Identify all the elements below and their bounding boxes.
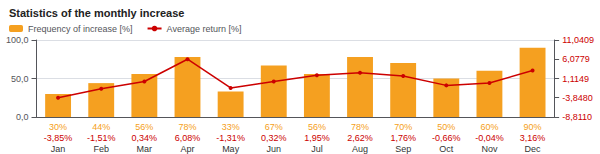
svg-text:56%: 56% [135,122,153,132]
svg-text:Jul: Jul [311,144,323,154]
svg-text:-0,66%: -0,66% [432,133,461,143]
svg-text:Sep: Sep [395,144,411,154]
svg-text:67%: 67% [265,122,283,132]
svg-text:30%: 30% [49,122,67,132]
svg-text:6,0779: 6,0779 [562,54,590,64]
svg-text:Statistics of the monthly incr: Statistics of the monthly increase [9,7,184,19]
svg-text:33%: 33% [222,122,240,132]
svg-text:1,95%: 1,95% [304,133,330,143]
svg-text:-1,31%: -1,31% [216,133,245,143]
svg-text:Oct: Oct [439,144,454,154]
svg-text:0,0: 0,0 [16,112,29,122]
svg-text:Dec: Dec [525,144,542,154]
svg-text:-3,8480: -3,8480 [562,93,593,103]
svg-text:60%: 60% [480,122,498,132]
svg-text:Frequency of increase [%]: Frequency of increase [%] [28,24,133,34]
svg-text:-8,8110: -8,8110 [562,112,592,122]
svg-text:Jun: Jun [267,144,282,154]
svg-text:-3,85%: -3,85% [44,133,73,143]
svg-text:6,08%: 6,08% [175,133,201,143]
svg-text:0,32%: 0,32% [261,133,287,143]
svg-text:3,16%: 3,16% [520,133,546,143]
svg-text:0,34%: 0,34% [132,133,158,143]
svg-text:78%: 78% [178,122,196,132]
svg-text:90%: 90% [524,122,542,132]
svg-text:-1,51%: -1,51% [87,133,116,143]
svg-text:Average return [%]: Average return [%] [167,24,242,34]
svg-text:70%: 70% [394,122,412,132]
svg-text:Nov: Nov [481,144,498,154]
svg-text:50%: 50% [437,122,455,132]
svg-text:100,0: 100,0 [6,35,29,45]
svg-text:May: May [222,144,240,154]
svg-text:Aug: Aug [352,144,368,154]
svg-text:78%: 78% [351,122,369,132]
svg-text:11,0409: 11,0409 [562,35,594,45]
svg-text:1,76%: 1,76% [390,133,416,143]
svg-text:Mar: Mar [137,144,153,154]
svg-text:44%: 44% [92,122,110,132]
svg-text:-0,04%: -0,04% [475,133,504,143]
svg-text:Feb: Feb [93,144,109,154]
svg-text:2,62%: 2,62% [347,133,373,143]
svg-text:Jan: Jan [51,144,66,154]
svg-text:50,0: 50,0 [11,74,29,84]
svg-text:56%: 56% [308,122,326,132]
svg-text:1,1149: 1,1149 [562,74,589,84]
svg-text:Apr: Apr [180,144,194,154]
